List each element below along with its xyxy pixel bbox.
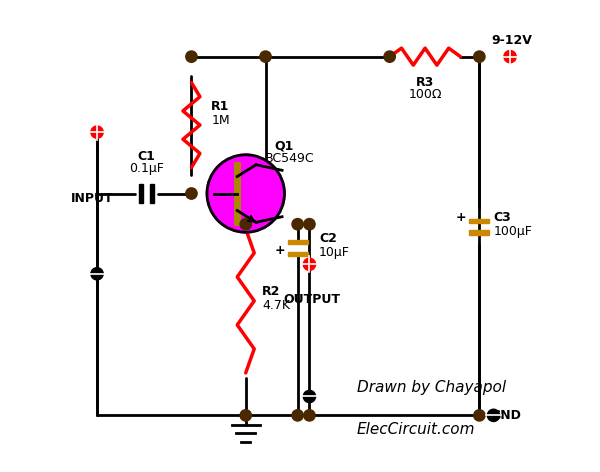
Circle shape — [304, 258, 316, 270]
Circle shape — [384, 51, 395, 62]
Circle shape — [186, 51, 197, 62]
Text: 100μF: 100μF — [494, 225, 532, 238]
Text: INPUT: INPUT — [71, 192, 113, 205]
Circle shape — [473, 410, 485, 421]
Text: Drawn by Chayapol: Drawn by Chayapol — [356, 379, 506, 395]
Circle shape — [240, 219, 251, 230]
Circle shape — [304, 219, 315, 230]
Circle shape — [186, 188, 197, 199]
Circle shape — [207, 155, 284, 232]
Circle shape — [487, 409, 500, 421]
Text: +: + — [274, 244, 285, 257]
Circle shape — [473, 51, 485, 62]
Text: 1M: 1M — [211, 114, 230, 127]
Text: 100Ω: 100Ω — [409, 88, 442, 101]
Text: BC549C: BC549C — [265, 152, 314, 165]
Circle shape — [240, 410, 251, 421]
Text: Q1: Q1 — [274, 140, 293, 153]
Bar — [139, 184, 143, 203]
Circle shape — [91, 268, 103, 280]
Text: 10μF: 10μF — [319, 246, 350, 259]
Text: 0.1μF: 0.1μF — [129, 161, 164, 175]
Text: C3: C3 — [494, 211, 511, 224]
Text: 4.7K: 4.7K — [262, 299, 290, 312]
Text: R3: R3 — [416, 76, 434, 89]
Bar — [288, 252, 308, 256]
Text: C1: C1 — [137, 150, 155, 163]
Circle shape — [91, 126, 103, 138]
Text: OUTPUT: OUTPUT — [283, 293, 340, 306]
Text: +: + — [455, 211, 466, 224]
Text: ElecCircuit.com: ElecCircuit.com — [356, 422, 475, 437]
Text: C2: C2 — [319, 232, 337, 245]
Text: R2: R2 — [262, 285, 281, 298]
Circle shape — [304, 390, 316, 403]
Circle shape — [304, 410, 315, 421]
Circle shape — [292, 219, 304, 230]
Circle shape — [260, 51, 271, 62]
Circle shape — [504, 51, 516, 63]
Bar — [151, 184, 154, 203]
Text: 9-12V: 9-12V — [491, 34, 532, 47]
Bar — [469, 219, 489, 223]
Circle shape — [292, 410, 304, 421]
Bar — [288, 240, 308, 244]
Text: R1: R1 — [211, 100, 230, 113]
Bar — [469, 230, 489, 235]
Text: GND: GND — [490, 409, 521, 422]
